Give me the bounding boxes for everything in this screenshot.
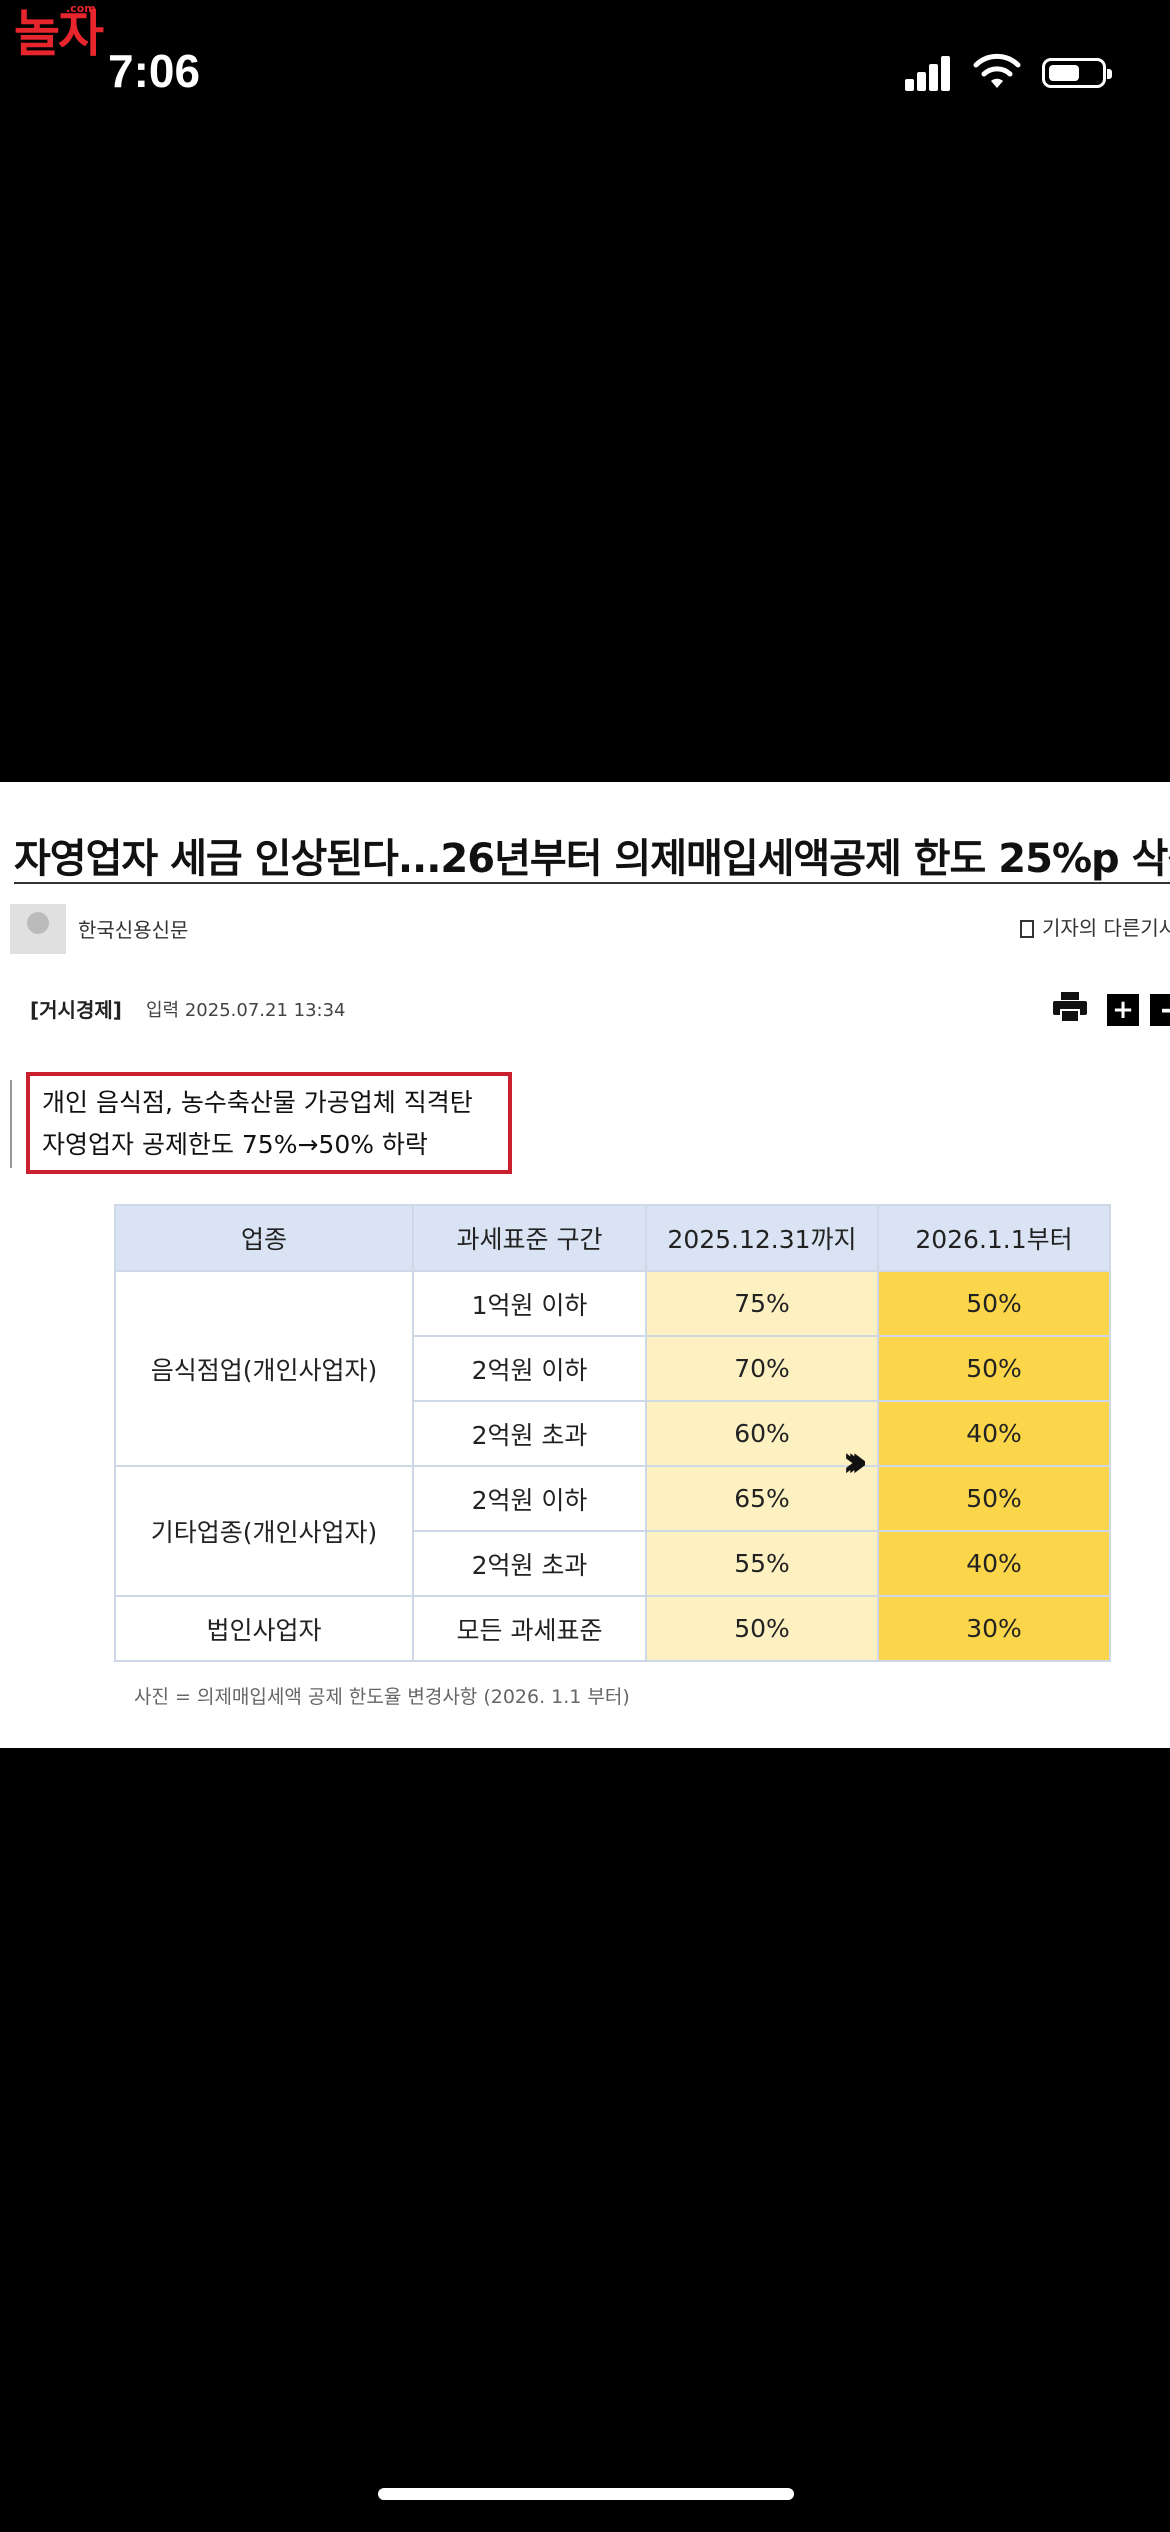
cellular-signal-icon — [905, 55, 951, 91]
from-2026-cell: 50% — [877, 1465, 1111, 1532]
table-row: 기타업종(개인사업자) 2억원 이하 65% 50% — [114, 1465, 1111, 1597]
until-2025-cell: 75% — [645, 1270, 879, 1337]
table-header-row: 업종 과세표준 구간 2025.12.31까지 2026.1.1부터 — [114, 1204, 1111, 1272]
article-screenshot: 자영업자 세금 인상된다...26년부터 의제매입세액공제 한도 25%p 삭감… — [0, 782, 1170, 1748]
font-increase-button[interactable]: + — [1107, 994, 1139, 1026]
publisher-name[interactable]: 한국신용신문 — [78, 918, 189, 942]
print-icon[interactable] — [1053, 992, 1087, 1022]
headline-divider — [14, 882, 1170, 884]
article-category[interactable]: [거시경제] — [30, 998, 122, 1022]
header-until-2025: 2025.12.31까지 — [645, 1204, 879, 1272]
publisher-avatar — [10, 904, 66, 954]
status-bar: 놀자 .com 7:06 — [0, 0, 1170, 120]
subhead-box: 개인 음식점, 농수축산물 가공업체 직격탄 자영업자 공제한도 75%→50%… — [26, 1072, 512, 1174]
bracket-cell: 모든 과세표준 — [412, 1595, 647, 1662]
table-row: 음식점업(개인사업자) 1억원 이하 75% 50% — [114, 1270, 1111, 1467]
table-row: 2억원 초과 55% 40% — [115, 1530, 1111, 1597]
industry-cell: 법인사업자 — [114, 1595, 414, 1662]
table-row: 2억원 초과 60% 40% — [115, 1400, 1111, 1467]
chevrons-right-icon: ››› — [842, 1436, 869, 1487]
until-2025-cell: 55% — [645, 1530, 879, 1597]
from-2026-cell: 40% — [877, 1400, 1111, 1467]
font-decrease-button[interactable]: - — [1150, 994, 1170, 1026]
table-row: 법인사업자 모든 과세표준 50% 30% — [114, 1595, 1111, 1662]
industry-cell: 음식점업(개인사업자) — [114, 1270, 414, 1467]
table-row: 2억원 이하 70% 50% — [115, 1335, 1111, 1402]
until-2025-cell: 50% — [645, 1595, 879, 1662]
from-2026-cell: 30% — [877, 1595, 1111, 1662]
subhead-line-1: 개인 음식점, 농수축산물 가공업체 직격탄 — [42, 1088, 473, 1117]
article-headline[interactable]: 자영업자 세금 인상된다...26년부터 의제매입세액공제 한도 25%p 삭감 — [14, 836, 1170, 882]
bracket-cell: 2억원 이하 — [412, 1465, 647, 1532]
until-2025-cell: 60% — [645, 1400, 879, 1467]
from-2026-cell: 50% — [877, 1335, 1111, 1402]
deduction-limit-table: 업종 과세표준 구간 2025.12.31까지 2026.1.1부터 음식점업(… — [114, 1204, 1111, 1662]
battery-icon — [1042, 58, 1112, 88]
until-2025-cell: 65% — [645, 1465, 879, 1532]
header-from-2026: 2026.1.1부터 — [877, 1204, 1111, 1272]
document-icon — [1020, 920, 1034, 938]
until-2025-cell: 70% — [645, 1335, 879, 1402]
from-2026-cell: 50% — [877, 1270, 1111, 1337]
input-date: 입력 2025.07.21 13:34 — [146, 1000, 346, 1021]
image-caption: 사진 = 의제매입세액 공제 한도율 변경사항 (2026. 1.1 부터) — [134, 1686, 630, 1708]
bracket-cell: 2억원 이하 — [412, 1335, 647, 1402]
header-industry: 업종 — [114, 1204, 414, 1272]
wifi-icon — [973, 53, 1021, 88]
header-bracket: 과세표준 구간 — [412, 1204, 647, 1272]
bracket-cell: 2억원 초과 — [412, 1400, 647, 1467]
bracket-cell: 1억원 이하 — [412, 1270, 647, 1337]
clock: 7:06 — [108, 45, 201, 97]
industry-cell: 기타업종(개인사업자) — [114, 1465, 414, 1597]
bracket-cell: 2억원 초과 — [412, 1530, 647, 1597]
home-indicator[interactable] — [378, 2488, 794, 2500]
app-logo-sub: .com — [66, 2, 96, 15]
subhead-left-bar — [10, 1080, 12, 1168]
subhead-line-2: 자영업자 공제한도 75%→50% 하락 — [42, 1130, 428, 1159]
other-articles-label: 기자의 다른기사 — [1042, 916, 1170, 940]
from-2026-cell: 40% — [877, 1530, 1111, 1597]
app-logo: 놀자 — [14, 5, 104, 63]
other-articles-link[interactable]: 기자의 다른기사 — [1020, 912, 1170, 941]
